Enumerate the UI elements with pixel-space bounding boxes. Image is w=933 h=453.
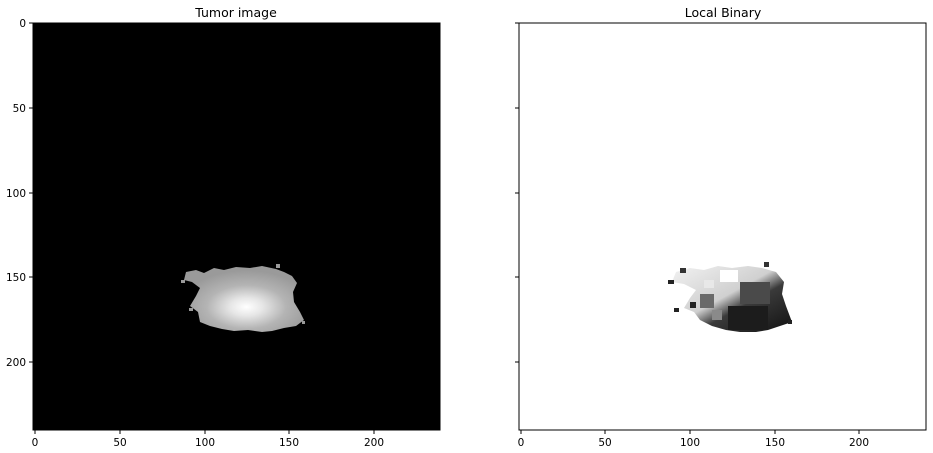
axes-frame: [518, 22, 927, 431]
panel-title: Tumor image: [194, 5, 277, 20]
x-axis: 0 50 100 150 200: [32, 430, 384, 449]
y-tick-label: 50: [13, 103, 26, 115]
image-area: [519, 23, 926, 430]
panel-tumor-image: Tumor image 0 50 100 150 200: [6, 5, 441, 449]
x-axis: 0 50 100 150 200: [518, 430, 869, 449]
panel-local-binary: Local Binary: [515, 5, 927, 449]
y-tick-label: 0: [19, 18, 26, 30]
x-tick-label: 0: [32, 437, 39, 449]
axes-frame: [32, 22, 441, 431]
y-tick-label: 100: [6, 188, 26, 200]
tumor-region: [181, 264, 305, 332]
x-tick-label: 150: [279, 437, 299, 449]
y-axis: 0 50 100 150 200: [6, 18, 33, 369]
image-area: [33, 23, 440, 430]
x-tick-label: 200: [364, 437, 384, 449]
x-tick-label: 100: [195, 437, 215, 449]
y-axis: [515, 22, 519, 363]
x-tick-label: 100: [680, 437, 700, 449]
x-tick-label: 0: [518, 437, 525, 449]
y-tick-label: 150: [6, 272, 26, 284]
x-tick-label: 50: [113, 437, 126, 449]
y-tick-label: 200: [6, 357, 26, 369]
panel-title: Local Binary: [685, 5, 762, 20]
lbp-texture-region: [668, 262, 792, 332]
x-tick-label: 150: [765, 437, 785, 449]
x-tick-label: 50: [598, 437, 611, 449]
x-tick-label: 200: [849, 437, 869, 449]
